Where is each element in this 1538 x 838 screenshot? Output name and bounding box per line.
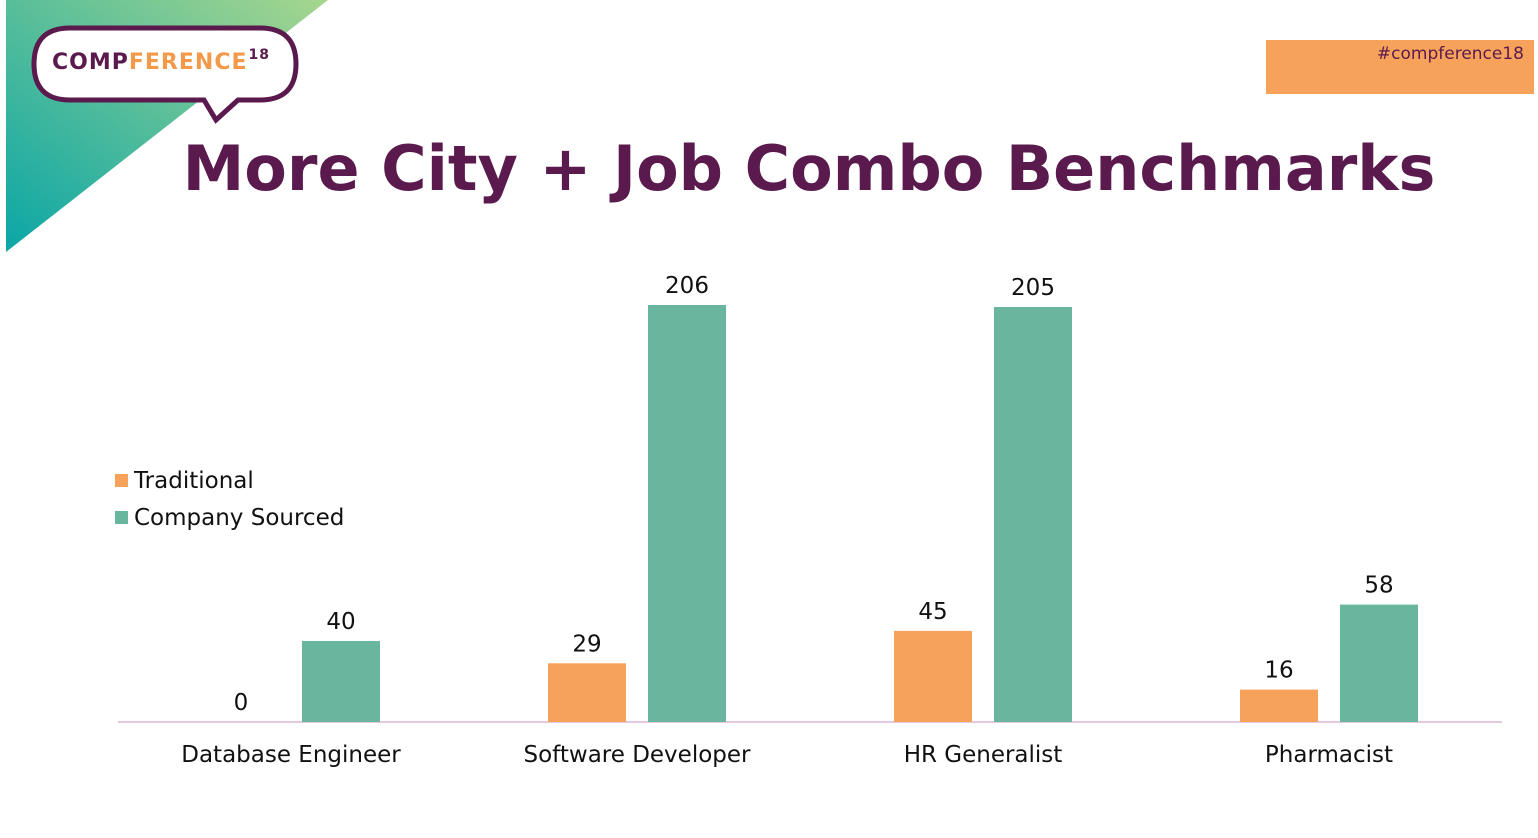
category-label: Pharmacist xyxy=(1265,742,1393,768)
legend-swatch xyxy=(115,474,128,487)
logo-wordmark: COMPFERENCE18 xyxy=(52,47,270,78)
data-label: 29 xyxy=(572,631,601,657)
data-label: 58 xyxy=(1364,573,1393,599)
hashtag-text: #compference18 xyxy=(1376,44,1524,64)
category-label: Database Engineer xyxy=(181,742,401,768)
bar-traditional-2 xyxy=(894,630,972,722)
data-label: 40 xyxy=(326,609,355,635)
legend-swatch xyxy=(115,511,128,524)
legend-item: Traditional xyxy=(115,462,344,499)
compference-logo xyxy=(30,24,302,124)
hashtag-banner: #compference18 xyxy=(1266,40,1534,94)
logo-speech-bubble xyxy=(31,25,299,124)
legend-label: Traditional xyxy=(134,467,254,494)
logo-text-ference: FERENCE xyxy=(128,50,248,75)
data-label: 205 xyxy=(1011,275,1055,301)
logo-text-comp: COMP xyxy=(52,50,129,75)
bar-company-sourced-2 xyxy=(994,307,1072,722)
data-label: 45 xyxy=(918,599,947,625)
data-label: 16 xyxy=(1264,658,1293,684)
bar-company-sourced-1 xyxy=(648,305,726,722)
legend-item: Company Sourced xyxy=(115,499,344,536)
bar-company-sourced-3 xyxy=(1340,604,1418,722)
logo-text-superscript: 18 xyxy=(248,47,270,63)
category-label: Software Developer xyxy=(524,742,752,768)
data-label: 0 xyxy=(234,690,249,716)
bar-company-sourced-0 xyxy=(302,641,380,722)
category-label: HR Generalist xyxy=(904,742,1063,768)
bar-traditional-1 xyxy=(548,663,626,722)
chart-legend: Traditional Company Sourced xyxy=(115,462,344,536)
bar-traditional-3 xyxy=(1240,689,1318,722)
data-label: 206 xyxy=(665,273,709,299)
legend-label: Company Sourced xyxy=(134,504,345,531)
slide-title: More City + Job Combo Benchmarks xyxy=(182,132,1436,205)
